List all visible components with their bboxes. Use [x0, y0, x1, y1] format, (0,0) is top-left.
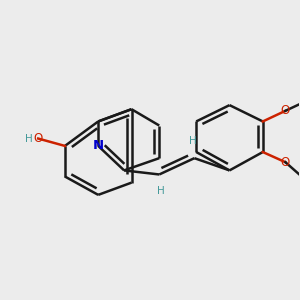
Text: O: O: [34, 132, 43, 145]
Text: H: H: [158, 186, 165, 197]
Text: N: N: [93, 140, 104, 152]
Text: H: H: [188, 136, 196, 146]
Text: H: H: [26, 134, 33, 143]
Text: O: O: [281, 156, 290, 169]
Text: O: O: [280, 104, 290, 117]
